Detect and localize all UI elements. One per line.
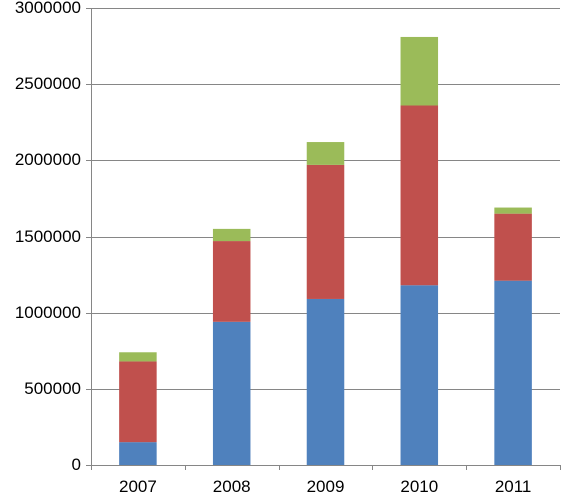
y-tick-label: 1000000 — [15, 303, 81, 322]
bar-segment-2007-s2 — [119, 361, 157, 443]
y-tick-label: 2000000 — [15, 150, 81, 169]
y-axis-tick-labels: 0 500000 1000000 1500000 2000000 2500000 30000… — [15, 0, 81, 474]
y-tick-label: 3000000 — [15, 0, 81, 17]
y-tick-label: 0 — [72, 455, 81, 474]
bar-segment-2009-s3 — [306, 142, 345, 165]
bar-segment-2011-s3 — [494, 207, 532, 214]
bar-segment-2009-s1 — [306, 298, 345, 465]
y-tick-label: 500000 — [24, 379, 81, 398]
x-tick-label: 2011 — [495, 477, 532, 496]
bar-segment-2010-s2 — [400, 105, 439, 286]
bar-segment-2008-s1 — [212, 321, 251, 465]
bar-segment-2010-s1 — [400, 285, 439, 465]
y-tick-label: 2500000 — [15, 74, 81, 93]
x-axis-tick-labels: 2007 2008 2009 2010 2011 — [119, 477, 531, 496]
x-tick-label: 2009 — [307, 477, 345, 496]
bar-segment-2008-s2 — [212, 241, 251, 322]
x-tick-label: 2010 — [400, 477, 438, 496]
x-tick-label: 2007 — [119, 477, 157, 496]
x-tick-label: 2008 — [213, 477, 251, 496]
bar-segment-2008-s3 — [212, 228, 251, 242]
y-tick-label: 1500000 — [15, 227, 81, 246]
bars — [119, 36, 532, 465]
bar-segment-2009-s2 — [306, 164, 345, 299]
bar-segment-2011-s2 — [494, 213, 532, 281]
bar-segment-2011-s1 — [494, 280, 532, 465]
bar-segment-2010-s3 — [400, 36, 439, 106]
axes — [86, 8, 561, 470]
bar-segment-2007-s3 — [119, 352, 157, 362]
bar-segment-2007-s1 — [119, 442, 157, 465]
